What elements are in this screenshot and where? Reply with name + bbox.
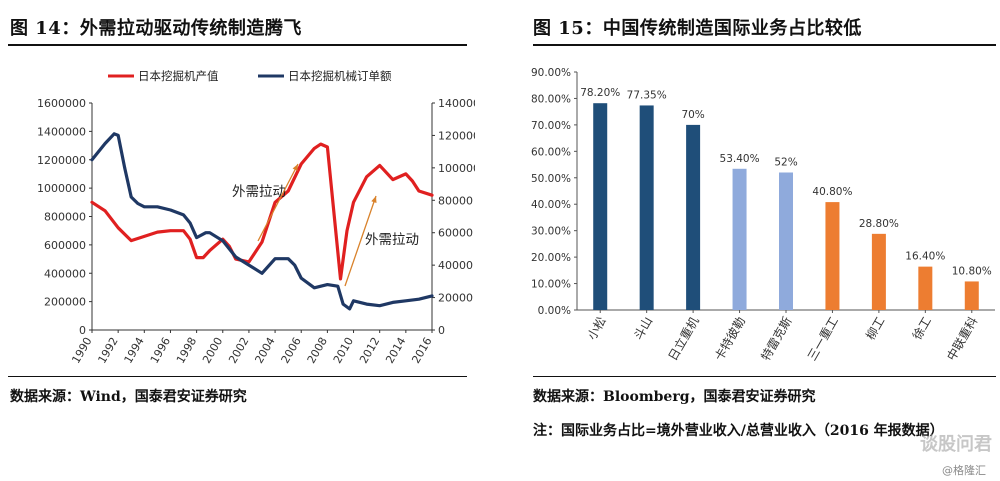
y-tick-label: 50.00% <box>531 173 571 185</box>
y-tick-label: 20.00% <box>531 252 571 264</box>
y-right-tick-label: 40000 <box>438 259 473 272</box>
series-line-production <box>90 142 434 281</box>
x-tick-label: 2012 <box>357 335 382 366</box>
bar-value-label: 28.80% <box>859 218 899 230</box>
annotation-arrowhead <box>371 196 377 203</box>
x-tick-label: 特雷克斯 <box>758 314 795 363</box>
x-tick-label: 1990 <box>69 335 94 366</box>
right-top-rule <box>533 44 996 46</box>
bar <box>779 172 793 310</box>
y-left-tick-label: 200000 <box>44 296 86 309</box>
x-tick-label: 1994 <box>122 335 147 366</box>
bar-value-label: 53.40% <box>720 153 760 165</box>
y-right-tick-label: 0 <box>438 324 445 337</box>
x-tick-label: 小松 <box>585 315 609 343</box>
y-tick-label: 60.00% <box>531 146 571 158</box>
left-line-chart: 0200000400000600000800000100000012000001… <box>37 69 475 366</box>
left-figure-title: 图 14：外需拉动驱动传统制造腾飞 <box>10 18 302 39</box>
y-right-tick-label: 20000 <box>438 292 473 305</box>
left-source: 数据来源：Wind，国泰君安证券研究 <box>10 389 247 405</box>
y-right-tick-label: 120000 <box>438 129 475 142</box>
bar-value-label: 78.20% <box>580 87 620 99</box>
x-tick-label: 柳工 <box>863 315 887 343</box>
y-tick-label: 30.00% <box>531 226 571 238</box>
x-tick-label: 1996 <box>148 335 173 366</box>
x-tick-label: 2014 <box>383 335 408 366</box>
y-right-tick-label: 100000 <box>438 162 475 175</box>
y-tick-label: 80.00% <box>531 93 571 105</box>
left-figure: 图 14：外需拉动驱动传统制造腾飞 0 200000 400000 600000 800… <box>0 0 475 481</box>
right-source: 数据来源：Bloomberg，国泰君安证券研究 <box>533 389 816 405</box>
y-tick-label: 10.00% <box>531 279 571 291</box>
x-tick-label: 中联重科 <box>943 314 980 363</box>
legend-label: 日本挖掘机产值 <box>138 69 219 83</box>
annotation-text: 外需拉动 <box>232 184 286 200</box>
y-left-tick-label: 1600000 <box>37 97 86 110</box>
x-tick-label: 日立重机 <box>665 314 702 363</box>
y-left-tick-label: 0 <box>79 324 86 337</box>
annotation-text: 外需拉动 <box>365 232 419 248</box>
left-bottom-rule <box>8 376 467 377</box>
y-left-tick-label: 800000 <box>44 211 86 224</box>
y-right-tick-label: 80000 <box>438 194 473 207</box>
y-right-tick-label: 60000 <box>438 227 473 240</box>
y-tick-label: 70.00% <box>531 120 571 132</box>
y-left-tick-label: 400000 <box>44 267 86 280</box>
y-tick-label: 40.00% <box>531 199 571 211</box>
bar <box>639 105 654 310</box>
y-left-tick-label: 1000000 <box>37 182 86 195</box>
watermark-credit: @格隆汇 <box>942 464 986 477</box>
y-right-tick-label: 140000 <box>438 97 475 110</box>
annotation-arrow <box>344 195 377 287</box>
bar <box>825 202 840 310</box>
watermark-brand: 谈股问君 <box>920 434 992 455</box>
right-figure-title: 图 15：中国传统制造国际业务占比较低 <box>533 18 862 39</box>
x-tick-label: 2006 <box>279 335 304 366</box>
bar-value-label: 10.80% <box>952 265 992 277</box>
y-tick-label: 0.00% <box>538 305 571 317</box>
right-bottom-rule <box>533 376 996 377</box>
y-left-tick-label: 1400000 <box>37 125 86 138</box>
right-bar-chart: 0.00% 10.00% 20.00% 30.00% 40.00% 50.00% 60.00… <box>531 67 995 364</box>
x-tick-label: 2000 <box>200 335 225 366</box>
y-tick-label: 90.00% <box>531 67 571 79</box>
annotation-arrow <box>257 163 299 242</box>
series-line-orders <box>90 132 434 311</box>
bar-value-label: 70% <box>681 109 704 121</box>
y-left-tick-label: 600000 <box>44 239 86 252</box>
legend-label: 日本挖掘机械订单额 <box>288 69 392 83</box>
y-left-tick-label: 1200000 <box>37 154 86 167</box>
x-tick-label: 2010 <box>331 335 356 366</box>
bar-value-label: 40.80% <box>812 186 852 198</box>
x-tick-label: 徐工 <box>909 314 934 342</box>
bar-value-label: 52% <box>774 156 797 168</box>
x-tick-label: 1998 <box>174 335 199 366</box>
bar <box>732 168 747 310</box>
x-tick-label: 2002 <box>226 335 251 366</box>
left-top-rule <box>8 44 467 46</box>
bar-value-label: 16.40% <box>905 251 945 263</box>
right-note: 注：国际业务占比=境外营业收入/总营业收入（2016 年报数据） <box>533 423 944 439</box>
x-tick-label: 2004 <box>252 335 277 366</box>
bar <box>964 281 979 310</box>
x-tick-label: 卡特彼勒 <box>711 314 748 363</box>
bar <box>918 266 933 310</box>
annotation-arrowhead <box>292 164 298 171</box>
x-tick-label: 2016 <box>409 335 434 366</box>
x-tick-label: 2008 <box>305 335 330 366</box>
bar <box>686 124 701 310</box>
bar-value-label: 77.35% <box>627 89 667 101</box>
right-figure: 图 15：中国传统制造国际业务占比较低 0.00% 10.00% 20.00% 30.… <box>525 0 1000 481</box>
bar <box>871 233 886 310</box>
x-tick-label: 三一重工 <box>805 315 841 364</box>
x-tick-label: 1992 <box>95 335 120 366</box>
bar <box>593 103 608 311</box>
x-tick-label: 斗山 <box>631 315 655 343</box>
